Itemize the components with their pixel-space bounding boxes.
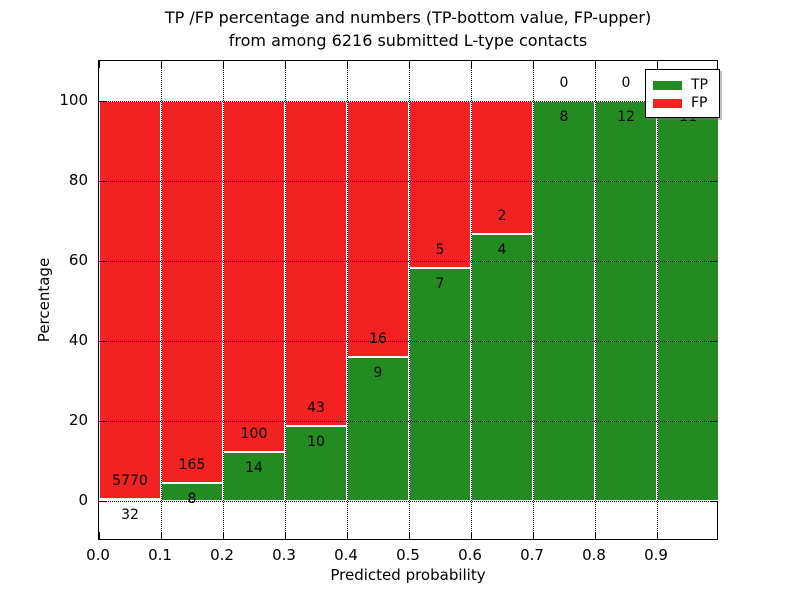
bar-segment-tp <box>409 267 471 501</box>
bar-segment-tp <box>533 101 595 501</box>
bar-segment-tp <box>471 234 533 501</box>
y-tick-mark <box>710 420 717 422</box>
x-gridline <box>222 61 224 539</box>
x-gridline <box>594 61 596 539</box>
legend-row-tp: TP <box>653 76 712 94</box>
x-tick-mark <box>98 532 100 539</box>
x-tick-mark <box>284 532 286 539</box>
x-gridline <box>408 61 410 539</box>
x-tick-label: 0.4 <box>334 546 358 564</box>
y-gridline <box>99 180 717 182</box>
legend-row-fp: FP <box>653 94 712 112</box>
bar-segment-tp <box>657 101 719 501</box>
y-tick-label: 80 <box>68 171 88 189</box>
x-gridline <box>656 61 658 539</box>
y-tick-label: 60 <box>68 251 88 269</box>
x-tick-label: 0.1 <box>148 546 172 564</box>
y-tick-label: 100 <box>59 91 88 109</box>
y-tick-label: 20 <box>68 411 88 429</box>
y-tick-mark <box>99 420 106 422</box>
bar-segment-tp <box>347 357 409 501</box>
legend-fp-swatch-icon <box>653 98 682 108</box>
y-tick-label: 0 <box>78 491 88 509</box>
legend-tp-label: TP <box>691 77 708 93</box>
bar-segment-fp <box>409 101 471 268</box>
bar-segment-fp <box>99 101 161 499</box>
x-gridline <box>160 61 162 539</box>
y-tick-mark <box>710 180 717 182</box>
y-gridline <box>99 420 717 422</box>
legend: TP FP <box>645 69 720 118</box>
x-tick-mark <box>532 61 534 68</box>
x-tick-mark <box>470 532 472 539</box>
y-gridline <box>99 100 717 102</box>
x-gridline <box>346 61 348 539</box>
bar-segment-fp <box>471 101 533 235</box>
fp-count-label: 0 <box>559 75 569 91</box>
x-tick-label: 0.7 <box>520 546 544 564</box>
chart-title-line2: from among 6216 submitted L-type contact… <box>228 31 588 50</box>
x-tick-mark <box>346 61 348 68</box>
x-tick-mark <box>594 61 596 68</box>
bar-segment-fp <box>161 101 223 483</box>
x-tick-mark <box>594 532 596 539</box>
bar-segment-fp <box>347 101 409 357</box>
x-tick-mark <box>656 532 658 539</box>
x-axis-label: Predicted probability <box>330 566 486 584</box>
y-tick-mark <box>99 180 106 182</box>
x-gridline <box>532 61 534 539</box>
x-tick-label: 0.0 <box>86 546 110 564</box>
x-tick-label: 0.8 <box>582 546 606 564</box>
y-tick-mark <box>710 500 717 502</box>
y-tick-mark <box>99 500 106 502</box>
x-tick-label: 0.9 <box>644 546 668 564</box>
y-tick-label: 40 <box>68 331 88 349</box>
y-tick-mark <box>99 340 106 342</box>
y-tick-mark <box>710 260 717 262</box>
bar-segment-fp <box>285 101 347 426</box>
y-gridline <box>99 500 717 502</box>
x-tick-mark <box>222 61 224 68</box>
x-tick-mark <box>656 61 658 68</box>
plot-area: 5770321658100144310169572408012011 TP FP <box>98 60 720 540</box>
x-tick-mark <box>346 532 348 539</box>
x-tick-label: 0.2 <box>210 546 234 564</box>
x-tick-mark <box>160 532 162 539</box>
x-tick-mark <box>408 532 410 539</box>
x-tick-mark <box>160 61 162 68</box>
bar-segment-tp <box>595 101 657 501</box>
chart-title-line1: TP /FP percentage and numbers (TP-bottom… <box>164 8 652 27</box>
x-tick-label: 0.5 <box>396 546 420 564</box>
x-gridline <box>284 61 286 539</box>
x-gridline <box>470 61 472 539</box>
y-gridline <box>99 340 717 342</box>
y-axis-label: Percentage <box>35 257 53 343</box>
tp-count-label: 32 <box>121 506 139 523</box>
x-tick-mark <box>98 61 100 68</box>
x-tick-label: 0.3 <box>272 546 296 564</box>
y-tick-mark <box>99 260 106 262</box>
x-tick-mark <box>222 532 224 539</box>
x-tick-mark <box>532 532 534 539</box>
x-tick-mark <box>470 61 472 68</box>
y-tick-mark <box>99 100 106 102</box>
y-tick-mark <box>710 340 717 342</box>
x-tick-mark <box>284 61 286 68</box>
bar-segment-tp <box>285 425 347 501</box>
y-gridline <box>99 260 717 262</box>
bar-segment-tp <box>161 482 223 501</box>
chart-title: TP /FP percentage and numbers (TP-bottom… <box>98 6 718 52</box>
legend-tp-swatch-icon <box>653 80 682 90</box>
bar-segment-fp <box>223 101 285 452</box>
x-tick-label: 0.6 <box>458 546 482 564</box>
x-tick-mark <box>408 61 410 68</box>
bar-segment-tp <box>223 451 285 501</box>
legend-fp-label: FP <box>691 95 708 111</box>
